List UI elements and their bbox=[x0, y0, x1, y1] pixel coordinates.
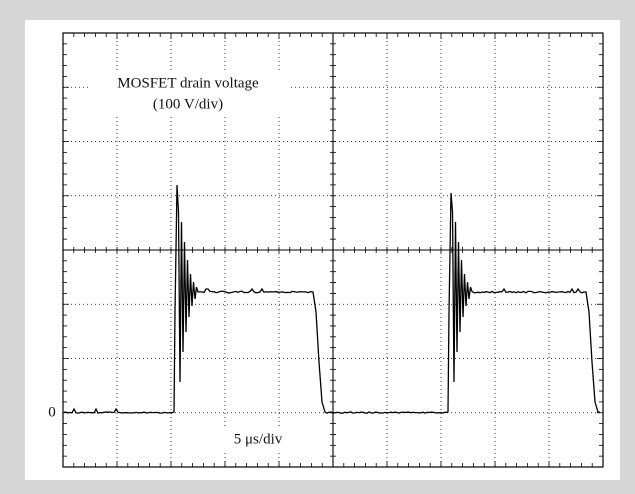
page: MOSFET drain voltage (100 V/div) 0 5 μs/… bbox=[0, 0, 635, 494]
trace-scale: (100 V/div) bbox=[153, 96, 223, 112]
zero-label: 0 bbox=[48, 404, 56, 420]
time-scale: 5 μs/div bbox=[234, 431, 283, 447]
scope-screen: MOSFET drain voltage (100 V/div) 0 5 μs/… bbox=[0, 0, 635, 494]
trace-label: MOSFET drain voltage bbox=[117, 75, 259, 91]
